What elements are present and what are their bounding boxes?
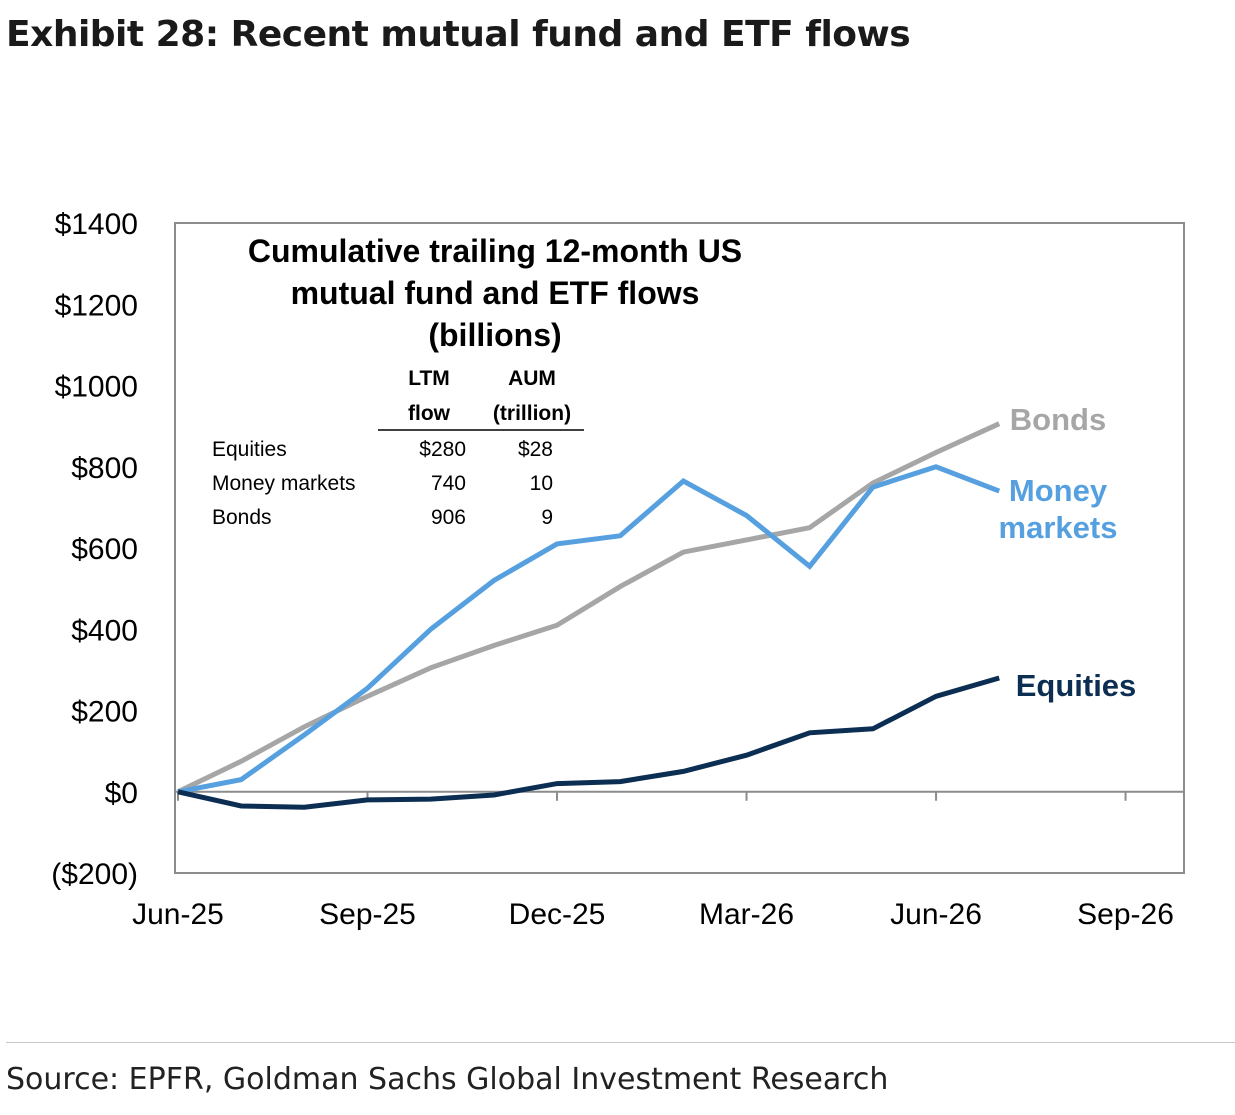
series-line-bonds	[176, 421, 1001, 795]
x-tick-label: Sep-25	[319, 898, 416, 931]
table-cell-aum: 10	[530, 472, 553, 495]
source-note: Source: EPFR, Goldman Sachs Global Inves…	[6, 1062, 889, 1097]
chart-title-line: (billions)	[428, 317, 561, 353]
series-lines	[176, 421, 1001, 810]
series-line-equities	[177, 675, 1000, 810]
series-label-bonds: Bonds	[1010, 402, 1106, 437]
axes: $1400 $1200 $1000 $800 $600 $400 $200 $0 ($200) J…	[51, 208, 1184, 931]
table-row-label: Money markets	[212, 472, 356, 495]
plot-area-frame	[174, 222, 1185, 874]
table-cell-aum: $28	[518, 438, 553, 461]
table-header: LTM	[408, 367, 450, 390]
table-header: flow	[408, 402, 451, 425]
y-tick-label: $0	[105, 777, 138, 810]
x-tick-label: Mar-26	[699, 898, 794, 931]
y-tick-label: $1400	[55, 208, 138, 241]
y-tick-label: $600	[71, 533, 138, 566]
inset-title-and-table: Cumulative trailing 12-month US mutual fu…	[212, 233, 742, 529]
table-cell-ltm-flow: 906	[431, 506, 466, 529]
source-divider	[6, 1042, 1235, 1043]
exhibit-title: Exhibit 28: Recent mutual fund and ETF f…	[6, 14, 911, 55]
chart: $1400 $1200 $1000 $800 $600 $400 $200 $0 ($200) J…	[51, 208, 1185, 931]
y-tick-label: $400	[71, 614, 138, 647]
table-cell-ltm-flow: 740	[431, 472, 466, 495]
x-tick-label: Dec-25	[509, 898, 606, 931]
x-tick-label: Sep-26	[1077, 898, 1174, 931]
x-tick-label: Jun-26	[890, 898, 982, 931]
series-line-money-markets	[177, 464, 1001, 795]
x-tick-label: Jun-25	[132, 898, 224, 931]
y-tick-label: $1000	[55, 371, 138, 404]
table-row-label: Equities	[212, 438, 287, 461]
series-labels: Bonds Money markets Equities	[999, 402, 1137, 703]
table-cell-aum: 9	[541, 506, 553, 529]
series-label-equities: Equities	[1016, 668, 1137, 703]
table-cell-ltm-flow: $280	[419, 438, 466, 461]
y-tick-label: $800	[71, 452, 138, 485]
table-header: (trillion)	[493, 402, 571, 425]
chart-title-line: mutual fund and ETF flows	[291, 275, 700, 311]
series-label-money-markets: Money markets	[999, 473, 1118, 545]
table-header: AUM	[508, 367, 556, 390]
table-row-label: Bonds	[212, 506, 272, 529]
y-tick-label: ($200)	[51, 858, 138, 891]
chart-title-line: Cumulative trailing 12-month US	[248, 233, 742, 269]
y-tick-label: $200	[71, 696, 138, 729]
y-tick-label: $1200	[55, 289, 138, 322]
